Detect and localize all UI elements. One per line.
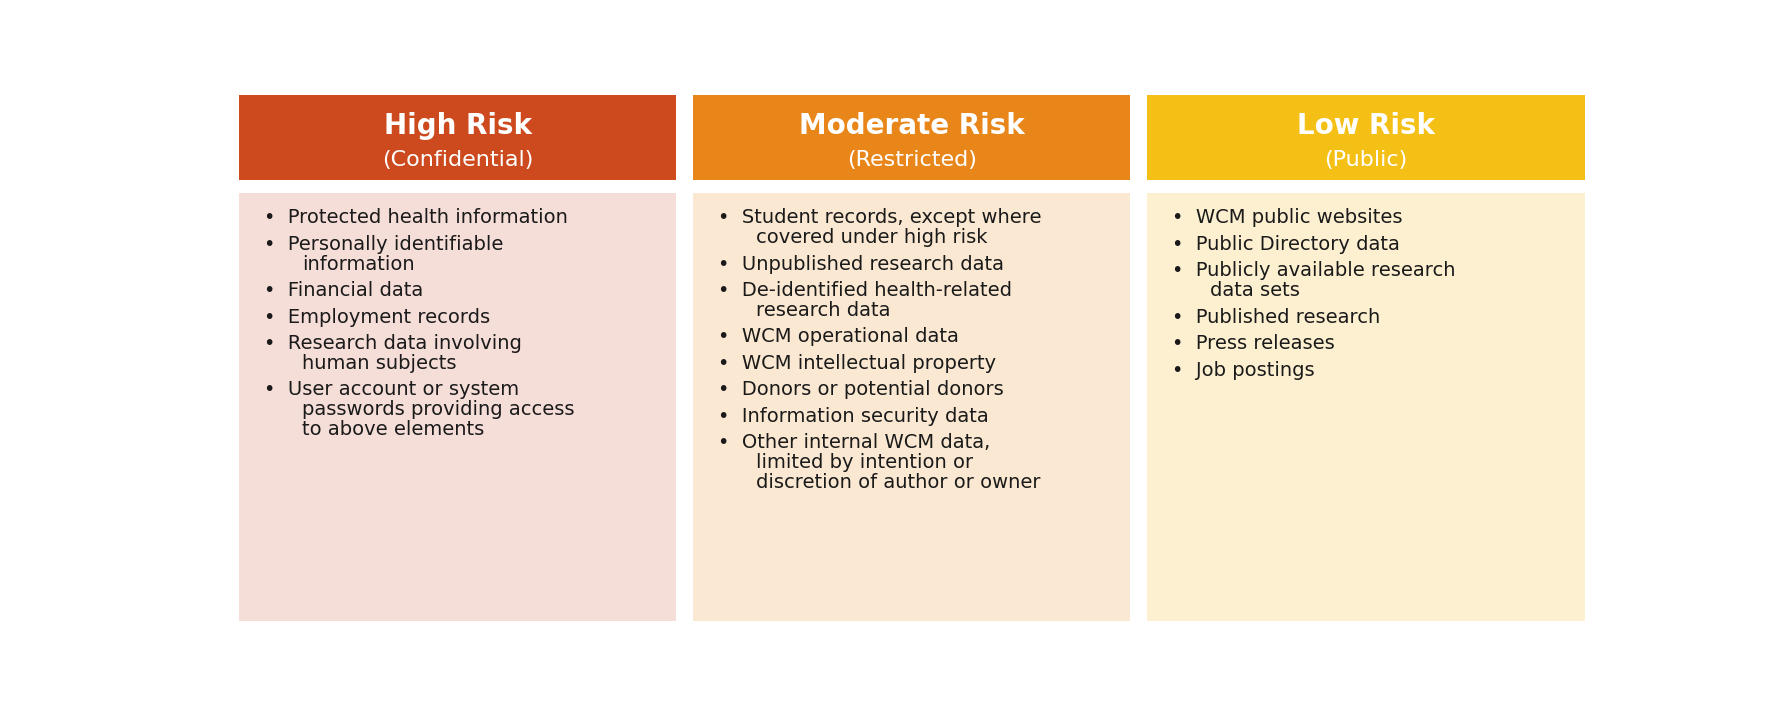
Text: •  WCM operational data: • WCM operational data bbox=[717, 328, 959, 347]
Text: •  Financial data: • Financial data bbox=[263, 281, 423, 300]
FancyBboxPatch shape bbox=[694, 193, 1130, 621]
Text: covered under high risk: covered under high risk bbox=[756, 228, 987, 247]
FancyBboxPatch shape bbox=[1147, 95, 1585, 179]
Text: High Risk: High Risk bbox=[384, 112, 532, 140]
FancyBboxPatch shape bbox=[1147, 193, 1585, 621]
Text: •  Unpublished research data: • Unpublished research data bbox=[717, 255, 1003, 274]
Text: •  Public Directory data: • Public Directory data bbox=[1172, 235, 1400, 254]
Text: information: information bbox=[302, 255, 415, 274]
FancyBboxPatch shape bbox=[694, 95, 1130, 179]
Text: research data: research data bbox=[756, 301, 891, 320]
FancyBboxPatch shape bbox=[238, 95, 676, 179]
Text: •  De-identified health-related: • De-identified health-related bbox=[717, 281, 1012, 300]
Text: •  WCM public websites: • WCM public websites bbox=[1172, 208, 1402, 228]
Text: •  Information security data: • Information security data bbox=[717, 407, 989, 426]
Text: •  User account or system: • User account or system bbox=[263, 381, 519, 399]
Text: •  Publicly available research: • Publicly available research bbox=[1172, 262, 1455, 281]
Text: •  Research data involving: • Research data involving bbox=[263, 334, 521, 353]
Text: passwords providing access: passwords providing access bbox=[302, 401, 575, 419]
Text: discretion of author or owner: discretion of author or owner bbox=[756, 473, 1041, 492]
Text: to above elements: to above elements bbox=[302, 420, 484, 439]
Text: •  WCM intellectual property: • WCM intellectual property bbox=[717, 354, 996, 373]
Text: limited by intention or: limited by intention or bbox=[756, 453, 973, 472]
Text: •  Other internal WCM data,: • Other internal WCM data, bbox=[717, 433, 991, 452]
FancyBboxPatch shape bbox=[238, 193, 676, 621]
Text: •  Published research: • Published research bbox=[1172, 308, 1381, 327]
Text: •  Donors or potential donors: • Donors or potential donors bbox=[717, 381, 1003, 399]
Text: •  Protected health information: • Protected health information bbox=[263, 208, 568, 228]
Text: (Restricted): (Restricted) bbox=[847, 150, 977, 170]
Text: •  Employment records: • Employment records bbox=[263, 308, 489, 327]
Text: human subjects: human subjects bbox=[302, 354, 457, 373]
Text: •  Press releases: • Press releases bbox=[1172, 334, 1334, 353]
Text: •  Student records, except where: • Student records, except where bbox=[717, 208, 1041, 228]
Text: •  Job postings: • Job postings bbox=[1172, 361, 1315, 380]
Text: Low Risk: Low Risk bbox=[1297, 112, 1436, 140]
Text: (Confidential): (Confidential) bbox=[382, 150, 534, 170]
Text: •  Personally identifiable: • Personally identifiable bbox=[263, 235, 503, 254]
Text: Moderate Risk: Moderate Risk bbox=[799, 112, 1025, 140]
Text: data sets: data sets bbox=[1210, 281, 1300, 300]
Text: (Public): (Public) bbox=[1324, 150, 1407, 170]
